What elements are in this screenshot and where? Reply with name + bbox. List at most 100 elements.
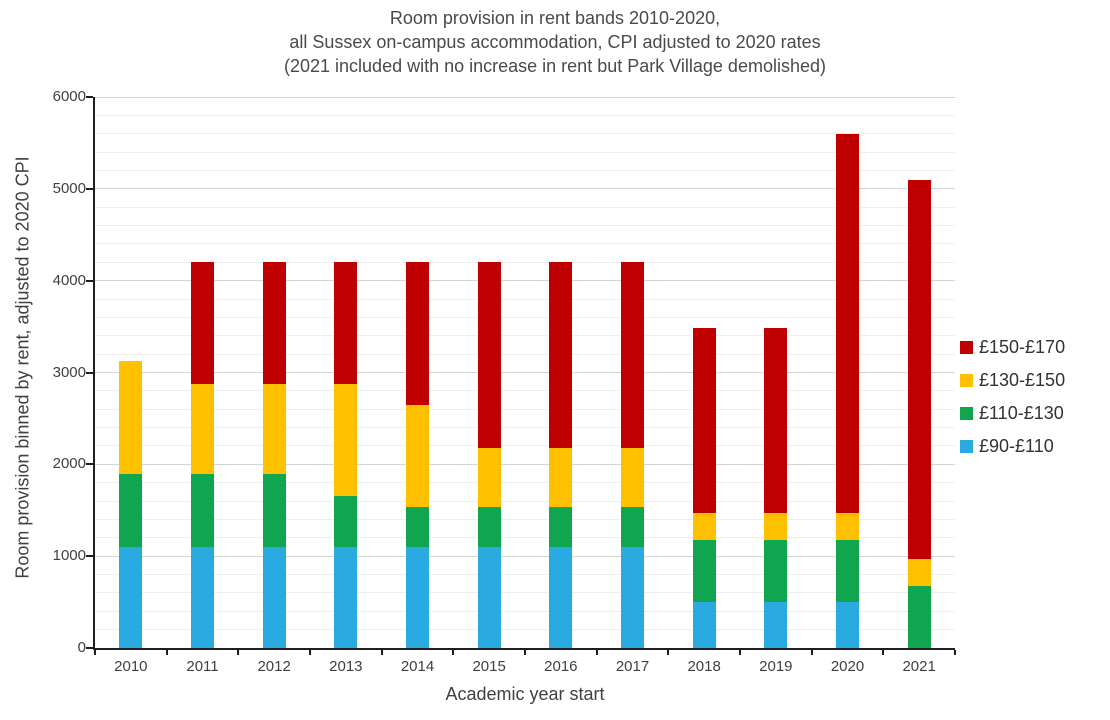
bar-segment-2017-£150-£170 (621, 262, 644, 448)
y-axis-tick (86, 647, 93, 649)
legend-label: £110-£130 (979, 403, 1064, 423)
minor-gridline (95, 169, 955, 171)
major-gridline (95, 188, 955, 190)
plot-area (95, 96, 955, 648)
y-tick-label: 6000 (52, 88, 86, 105)
y-tick-label: 1000 (52, 547, 86, 565)
bar-segment-2013-£90-£110 (334, 546, 358, 648)
bar-segment-2021-£130-£150 (907, 558, 931, 586)
bar-segment-2011-£110-£130 (191, 474, 214, 547)
x-tick-label-2011: 2011 (186, 658, 219, 675)
x-tick-label-2018: 2018 (687, 658, 721, 675)
minor-gridline (95, 610, 955, 612)
legend-swatch-icon (960, 406, 973, 420)
minor-gridline (95, 114, 955, 116)
bar-segment-2020-£130-£150 (836, 513, 859, 540)
bar-segment-2014-£130-£150 (406, 404, 429, 507)
bar-segment-2014-£110-£130 (406, 506, 429, 547)
legend-swatch-icon (960, 439, 973, 453)
y-axis-tick (86, 187, 93, 190)
bar-segment-2016-£130-£150 (549, 447, 573, 507)
bar-segment-2018-£130-£150 (692, 513, 716, 540)
legend-label: £150-£170 (979, 337, 1066, 357)
legend-swatch-icon (960, 340, 973, 354)
major-gridline (95, 372, 955, 373)
legend: £150-£170 £130-£150 £110-£130 £90-£110 (960, 337, 1065, 456)
major-gridline (95, 96, 955, 98)
bar-segment-2010-£130-£150 (119, 360, 143, 475)
bar-segment-2013-£110-£130 (334, 495, 358, 547)
bar-segment-2011-£90-£110 (191, 546, 214, 648)
x-tick-label-2020: 2020 (830, 658, 865, 675)
legend-item-£150-£170: £150-£170 (960, 337, 1065, 357)
minor-gridline (95, 518, 955, 520)
bar-segment-2018-£90-£110 (692, 602, 716, 648)
major-gridline (95, 280, 955, 282)
minor-gridline (95, 151, 955, 153)
minor-gridline (95, 316, 955, 318)
bar-segment-2010-£90-£110 (119, 546, 143, 648)
y-axis-tick (86, 463, 93, 466)
minor-gridline (95, 445, 955, 447)
chart-title-line1: Room provision in rent bands 2010-2020, (389, 8, 721, 28)
bar-segment-2019-£150-£170 (764, 327, 788, 514)
bar-segment-2012-£90-£110 (262, 546, 286, 648)
bar-segment-2012-£110-£130 (262, 474, 286, 547)
bar-segment-2020-£110-£130 (836, 539, 859, 603)
x-axis-tick (595, 650, 598, 655)
y-tick-label: 2000 (52, 455, 86, 473)
bar-segment-2015-£90-£110 (477, 546, 501, 648)
minor-gridline (95, 261, 955, 263)
x-tick-label-2017: 2017 (615, 658, 650, 675)
x-axis-tick (380, 650, 383, 655)
x-tick-label-2014: 2014 (400, 658, 435, 675)
bar-segment-2017-£90-£110 (621, 546, 644, 648)
x-axis-tick (452, 650, 455, 655)
x-tick-label-2021: 2021 (902, 658, 936, 675)
y-tick-label: 3000 (52, 363, 86, 381)
bar-segment-2012-£130-£150 (262, 383, 286, 475)
minor-gridline (95, 335, 955, 337)
y-axis-tick (86, 279, 93, 282)
y-axis-tick (86, 371, 93, 374)
minor-gridline (95, 482, 955, 484)
x-axis-line (93, 648, 955, 650)
chart-title-line2: all Sussex on-campus accommodation, CPI … (289, 32, 821, 52)
y-tick-label: 0 (77, 639, 86, 656)
x-axis-tick (810, 650, 813, 655)
chart-title-line3: (2021 included with no increase in rent … (284, 56, 826, 76)
minor-gridline (95, 225, 955, 227)
x-tick-label-2010: 2010 (114, 658, 148, 675)
bar-segment-2018-£150-£170 (692, 327, 716, 514)
y-axis-tick (86, 555, 93, 558)
bar-segment-2013-£150-£170 (334, 262, 358, 384)
bar-segment-2020-£90-£110 (836, 602, 859, 648)
y-tick-label: 5000 (52, 179, 86, 197)
x-tick-label-2015: 2015 (472, 658, 506, 675)
minor-gridline (95, 390, 955, 392)
minor-gridline (95, 298, 955, 300)
bar-segment-2015-£130-£150 (477, 447, 501, 507)
bar-segment-2016-£90-£110 (549, 546, 573, 648)
bar-segment-2011-£130-£150 (191, 383, 214, 475)
y-axis-tick (86, 96, 93, 98)
x-axis-tick (94, 650, 96, 655)
legend-label: £90-£110 (979, 436, 1054, 456)
x-axis-tick (667, 650, 670, 655)
minor-gridline (95, 500, 955, 502)
bar-segment-2014-£90-£110 (406, 546, 429, 648)
minor-gridline (95, 243, 955, 245)
legend-item-£90-£110: £90-£110 (960, 436, 1065, 456)
major-gridline (95, 555, 955, 557)
legend-label: £130-£150 (979, 370, 1066, 390)
legend-item-£130-£150: £130-£150 (960, 370, 1065, 390)
minor-gridline (95, 629, 955, 631)
bar-segment-2014-£150-£170 (406, 262, 429, 405)
minor-gridline (95, 353, 955, 355)
y-axis-line (93, 97, 95, 650)
x-axis-tick (309, 650, 311, 655)
x-axis-tick (882, 650, 885, 655)
x-axis-tick (237, 650, 240, 655)
bar-segment-2016-£150-£170 (549, 262, 573, 448)
